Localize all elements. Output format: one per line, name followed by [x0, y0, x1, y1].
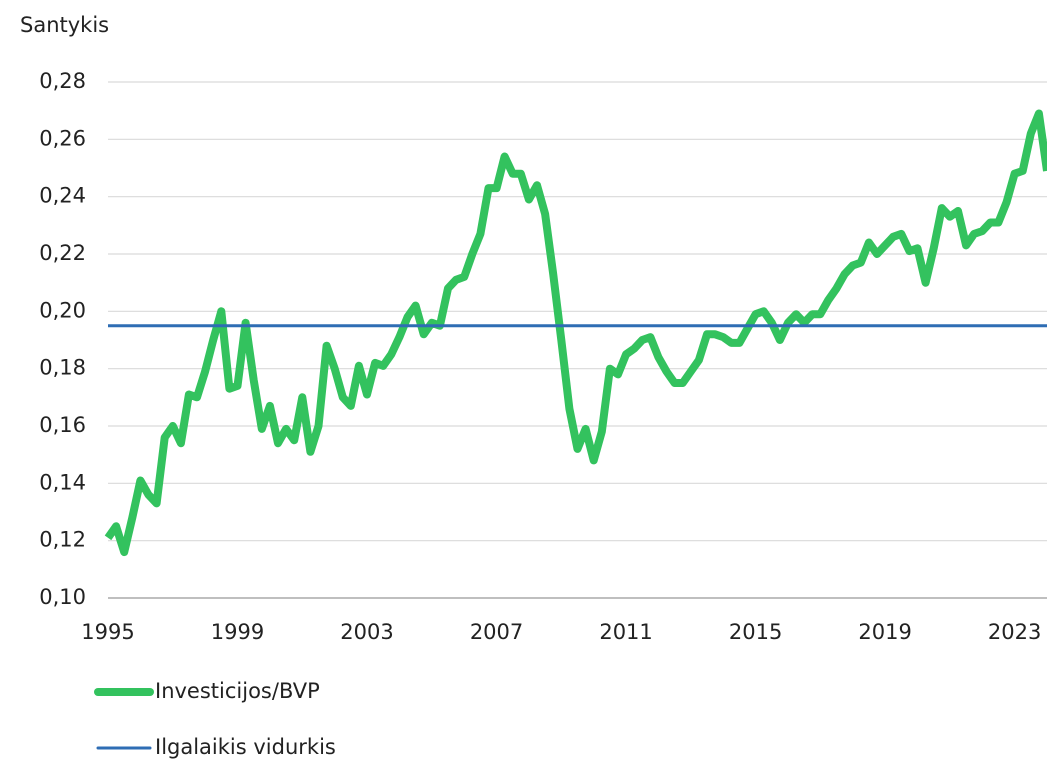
x-tick-label: 1999 [211, 620, 264, 644]
x-tick-label: 1995 [81, 620, 134, 644]
y-tick-label: 0,12 [39, 528, 86, 552]
x-tick-label: 2011 [599, 620, 652, 644]
y-tick-label: 0,16 [39, 413, 86, 437]
x-tick-label: 2019 [858, 620, 911, 644]
y-tick-label: 0,28 [39, 69, 86, 93]
x-tick-label: 2007 [470, 620, 523, 644]
y-axis-label: Santykis [20, 13, 109, 37]
y-tick-label: 0,14 [39, 470, 86, 494]
legend-label: Investicijos/BVP [155, 679, 320, 703]
x-tick-label: 2003 [340, 620, 393, 644]
series-line [104, 109, 1047, 557]
x-tick-label: 2023 [988, 620, 1041, 644]
x-tick-label: 2015 [729, 620, 782, 644]
y-tick-label: 0,22 [39, 241, 86, 265]
legend-label: Ilgalaikis vidurkis [155, 735, 336, 759]
y-tick-label: 0,18 [39, 356, 86, 380]
y-tick-label: 0,26 [39, 126, 86, 150]
y-tick-label: 0,24 [39, 184, 86, 208]
y-tick-label: 0,20 [39, 298, 86, 322]
y-tick-label: 0,10 [39, 585, 86, 609]
